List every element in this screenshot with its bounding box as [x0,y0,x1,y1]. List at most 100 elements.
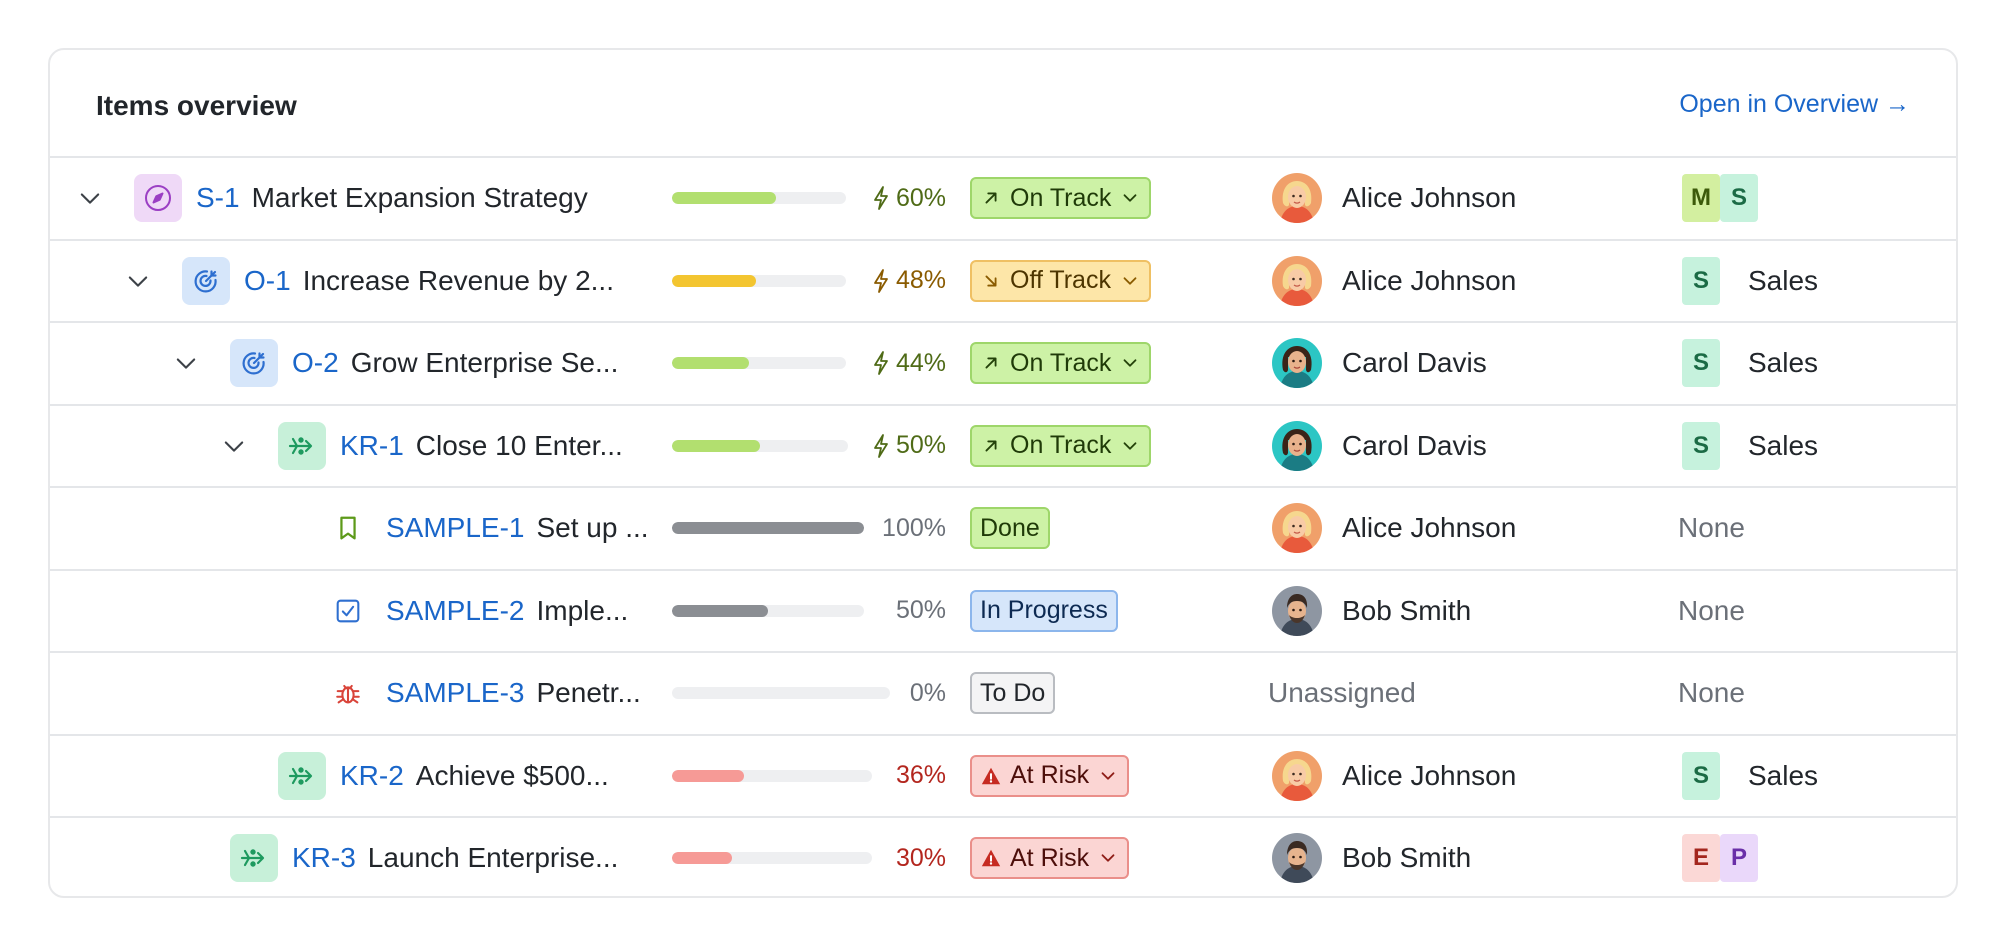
assignee[interactable]: Alice Johnson [1272,241,1516,322]
assignee-name: Carol Davis [1342,429,1487,461]
item-title[interactable]: KR-1 Close 10 Enter... [340,406,650,487]
team-label: None [1678,677,1745,709]
item-title[interactable]: O-2 Grow Enterprise Se... [292,323,650,404]
status-badge[interactable]: Off Track [970,259,1151,302]
item-title[interactable]: O-1 Increase Revenue by 2... [244,241,650,322]
target-icon [182,256,230,305]
progress-percent: 0% [910,653,946,734]
table-row[interactable]: O-2 Grow Enterprise Se... 44% On Track Carol… [50,323,1956,406]
item-key[interactable]: SAMPLE-3 [386,677,525,709]
status-badge[interactable]: At Risk [970,754,1130,797]
assignee[interactable]: Carol Davis [1272,323,1487,404]
table-row[interactable]: O-1 Increase Revenue by 2... 48% Off Track A… [50,241,1956,323]
status-badge[interactable]: Done [970,507,1050,550]
assignee[interactable]: Bob Smith [1272,818,1471,896]
teams[interactable]: S Sales [1682,241,1818,322]
assignee-name: Alice Johnson [1342,264,1517,296]
chevron-down-icon[interactable] [124,267,152,295]
teams[interactable]: S Sales [1682,323,1818,404]
arrow-up-right-icon [980,435,1002,457]
status-label: At Risk [1010,843,1090,872]
status-label: On Track [1010,183,1112,212]
team-label: Sales [1748,429,1819,461]
checkbox-icon [324,587,372,635]
assignee[interactable]: Bob Smith [1272,571,1471,652]
item-title[interactable]: KR-2 Achieve $500... [340,736,650,817]
item-title[interactable]: KR-3 Launch Enterprise... [292,818,650,896]
card-header: Items overview Open in Overview → [50,50,1956,158]
team-label: Sales [1748,264,1819,296]
chevron-down-icon [1119,270,1141,292]
progress-label: 60% [895,183,946,212]
progress-label: 100% [882,513,946,542]
bolt-icon [870,433,892,459]
table-row[interactable]: SAMPLE-3 Penetr... 0% To Do Unassigned None [50,653,1956,736]
item-key[interactable]: KR-1 [340,429,404,461]
progress-label: 36% [895,761,946,790]
assignee[interactable]: Alice Johnson [1272,488,1516,569]
item-key[interactable]: S-1 [196,182,240,214]
item-key[interactable]: SAMPLE-2 [386,594,525,626]
teams[interactable]: None [1678,571,1745,652]
table-row[interactable]: KR-3 Launch Enterprise... 30% At Risk Bob Sm… [50,818,1956,896]
table-row[interactable]: KR-2 Achieve $500... 36% At Risk Alice Johns… [50,736,1956,818]
item-title[interactable]: S-1 Market Expansion Strategy [196,158,650,239]
progress-percent: 50% [896,571,946,652]
items-overview-card: Items overview Open in Overview → S-1 Mar… [48,48,1958,898]
team-label: None [1678,594,1745,626]
teams[interactable]: None [1678,488,1745,569]
status-badge[interactable]: At Risk [970,837,1130,880]
item-key[interactable]: O-2 [292,347,339,379]
item-name: Grow Enterprise Se... [350,347,619,379]
team-badge: S [1682,421,1720,470]
assignee[interactable]: Alice Johnson [1272,736,1516,817]
target-icon [230,339,278,388]
teams[interactable]: S Sales [1682,736,1818,817]
assignee-name: Alice Johnson [1342,512,1517,544]
status-badge[interactable]: On Track [970,177,1152,220]
table-row[interactable]: KR-1 Close 10 Enter... 50% On Track Carol Da… [50,406,1956,488]
progress-label: 44% [895,348,946,377]
item-name: Increase Revenue by 2... [302,264,614,296]
progress-label: 0% [909,678,946,707]
table-row[interactable]: SAMPLE-2 Imple... 50% In Progress Bob Smith N… [50,571,1956,653]
status-badge[interactable]: In Progress [970,589,1118,632]
assignee[interactable]: Unassigned [1268,653,1416,734]
assignee[interactable]: Alice Johnson [1272,158,1516,239]
status-badge[interactable]: On Track [970,342,1152,385]
table-row[interactable]: SAMPLE-1 Set up ... 100% Done Alice Johnson N… [50,488,1956,571]
progress-bar [672,769,872,782]
teams[interactable]: S Sales [1682,406,1818,487]
progress-bar [672,274,846,287]
bolt-icon [870,185,892,211]
assignee[interactable]: Carol Davis [1272,406,1487,487]
open-in-overview-link[interactable]: Open in Overview → [1679,90,1910,119]
item-key[interactable]: KR-2 [340,759,404,791]
avatar [1272,585,1322,636]
warning-icon [980,847,1002,869]
chevron-down-icon[interactable] [172,349,200,377]
progress-bar [672,522,864,535]
arrow-up-right-icon [980,187,1002,209]
item-name: Launch Enterprise... [367,842,619,874]
status-label: To Do [980,678,1046,707]
table-row[interactable]: S-1 Market Expansion Strategy 60% On Track A… [50,158,1956,241]
status-badge[interactable]: To Do [970,672,1056,715]
bolt-icon [870,350,892,376]
chevron-down-icon[interactable] [220,432,248,460]
avatar [1272,833,1322,884]
item-title[interactable]: SAMPLE-2 Imple... [386,571,650,652]
item-title[interactable]: SAMPLE-1 Set up ... [386,488,650,569]
item-name: Market Expansion Strategy [251,182,588,214]
status-badge[interactable]: On Track [970,424,1152,467]
item-key[interactable]: SAMPLE-1 [386,512,525,544]
item-key[interactable]: O-1 [244,264,291,296]
item-title[interactable]: SAMPLE-3 Penetr... [386,653,650,734]
item-key[interactable]: KR-3 [292,842,356,874]
status-label: At Risk [1010,761,1090,790]
chevron-down-icon[interactable] [76,184,104,212]
avatar [1272,255,1322,306]
teams[interactable]: None [1678,653,1745,734]
